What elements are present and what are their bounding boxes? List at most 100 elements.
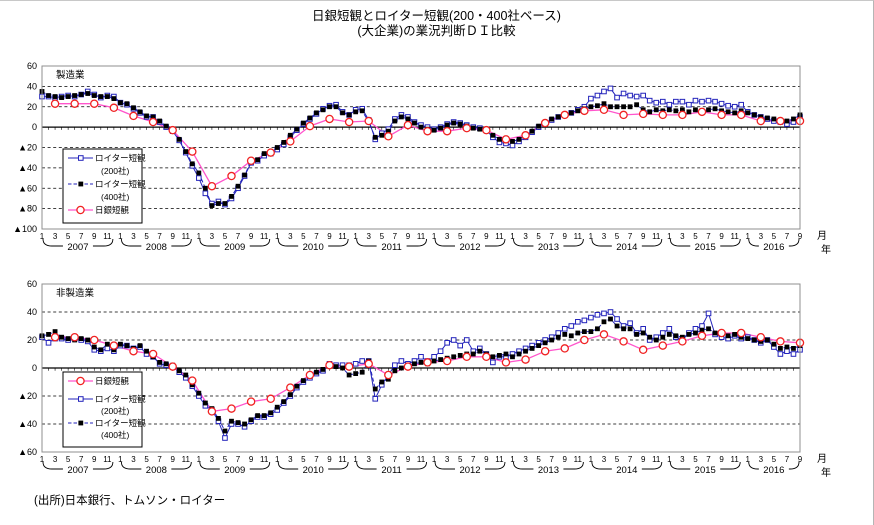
y-axis-label: ▲60 — [18, 183, 37, 193]
series-boj-tankan-markers — [50, 99, 805, 191]
y-axis-label: 0 — [32, 122, 37, 132]
month-label: 11 — [260, 455, 269, 464]
month-label: 1 — [589, 455, 594, 464]
title-line-2: (大企業)の業況判断ＤＩ比較 — [357, 24, 516, 38]
month-label: 9 — [798, 232, 803, 241]
month-label: 5 — [66, 232, 71, 241]
month-label: 5 — [301, 455, 306, 464]
y-axis-label: 40 — [27, 81, 37, 91]
y-axis-label: ▲20 — [18, 143, 37, 153]
month-label: 3 — [680, 455, 685, 464]
year-label: 2015 — [695, 465, 716, 476]
month-label: 11 — [652, 455, 661, 464]
month-unit-label: 月 — [817, 453, 827, 465]
y-axis-label: ▲20 — [18, 391, 37, 401]
month-label: 9 — [249, 455, 254, 464]
month-label: 11 — [495, 455, 504, 464]
y-axis-label: 60 — [27, 279, 37, 289]
month-label: 5 — [536, 232, 541, 241]
month-label: 3 — [210, 455, 215, 464]
month-label: 1 — [197, 232, 202, 241]
month-label: 11 — [260, 232, 269, 241]
month-label: 7 — [79, 455, 84, 464]
year-label: 2011 — [381, 465, 401, 476]
month-label: 3 — [53, 455, 58, 464]
y-axis-label: 60 — [27, 61, 37, 71]
month-label: 1 — [432, 232, 437, 241]
series-boj-tankan-line — [55, 332, 801, 413]
month-label: 5 — [458, 455, 463, 464]
month-label: 3 — [445, 455, 450, 464]
month-label: 9 — [406, 232, 411, 241]
source-note: (出所)日本銀行、トムソン・ロイター — [34, 495, 226, 507]
year-label: 2007 — [67, 465, 88, 476]
month-label: 7 — [706, 232, 711, 241]
chart-area-label: 非製造業 — [56, 287, 95, 299]
year-label: 2010 — [303, 242, 324, 253]
month-label: 11 — [417, 455, 426, 464]
legend-series-label: ロイター短観 — [95, 153, 146, 163]
month-label: 3 — [602, 232, 607, 241]
series-boj-tankan-line — [55, 103, 800, 188]
y-axis-label: ▲80 — [18, 204, 37, 214]
month-label: 3 — [759, 455, 764, 464]
month-label: 1 — [118, 455, 123, 464]
series-boj-tankan-markers — [50, 328, 805, 416]
month-label: 3 — [759, 232, 764, 241]
month-label: 5 — [772, 232, 777, 241]
non-manufacturing-chart: ▲60 ▲40 ▲20 0 20 40 60 1 3 5 7 9 11 1 3 5 7 9 11 1 3 5 7 9 11 1 3 5… — [0, 275, 873, 491]
month-label: 7 — [706, 455, 711, 464]
month-label: 7 — [628, 455, 633, 464]
legend-series-label: ロイター短観 — [95, 418, 146, 428]
month-label: 3 — [131, 232, 136, 241]
month-label: 1 — [589, 232, 594, 241]
legend-series-sublabel: (400社) — [101, 430, 130, 440]
month-label: 9 — [406, 455, 411, 464]
month-label: 11 — [417, 232, 426, 241]
month-label: 3 — [288, 232, 293, 241]
y-grid — [42, 65, 800, 230]
month-label: 9 — [563, 232, 568, 241]
year-label: 2010 — [303, 465, 324, 476]
month-label: 7 — [157, 455, 162, 464]
month-label: 5 — [144, 455, 149, 464]
year-label: 2008 — [146, 242, 167, 253]
month-label: 7 — [393, 232, 398, 241]
month-label: 11 — [730, 455, 739, 464]
month-label: 9 — [170, 232, 175, 241]
chart-inner-title: 製造業 — [56, 69, 85, 81]
month-label: 5 — [380, 455, 385, 464]
y-axis-labels: ▲100 ▲80 ▲60 ▲40 ▲20 0 20 40 60 — [13, 61, 37, 234]
month-label: 9 — [484, 455, 489, 464]
plot-frame — [41, 283, 801, 453]
month-label: 5 — [380, 232, 385, 241]
month-label: 9 — [249, 232, 254, 241]
month-label: 9 — [170, 455, 175, 464]
month-label: 7 — [471, 455, 476, 464]
month-label: 1 — [353, 232, 358, 241]
month-label: 1 — [745, 232, 750, 241]
month-label: 1 — [667, 232, 672, 241]
month-label: 5 — [772, 455, 777, 464]
month-label: 9 — [92, 455, 97, 464]
legend-series-sublabel: (400社) — [101, 192, 130, 202]
month-label: 11 — [182, 455, 191, 464]
month-label: 1 — [510, 455, 515, 464]
legend-series-sublabel: (200社) — [101, 166, 130, 176]
year-label: 2014 — [616, 242, 637, 253]
month-label: 9 — [484, 232, 489, 241]
month-label: 7 — [549, 232, 554, 241]
month-label: 3 — [366, 232, 371, 241]
month-label: 9 — [641, 232, 646, 241]
year-label: 2014 — [616, 465, 637, 476]
legend-series-label: ロイター短観 — [95, 179, 146, 189]
month-label: 11 — [338, 232, 347, 241]
year-label: 2016 — [763, 242, 784, 253]
month-label: 5 — [223, 232, 228, 241]
month-label: 11 — [574, 232, 583, 241]
year-label: 2011 — [381, 242, 401, 253]
legend-box: ロイター短観 (200社) ロイター短観 (400社) 日銀短観 — [62, 148, 146, 224]
y-axis-label: 40 — [27, 307, 37, 317]
x-year-labels: 2007 2008 2009 2010 2011 2012 2013 2014 2015 2016… — [42, 461, 831, 479]
